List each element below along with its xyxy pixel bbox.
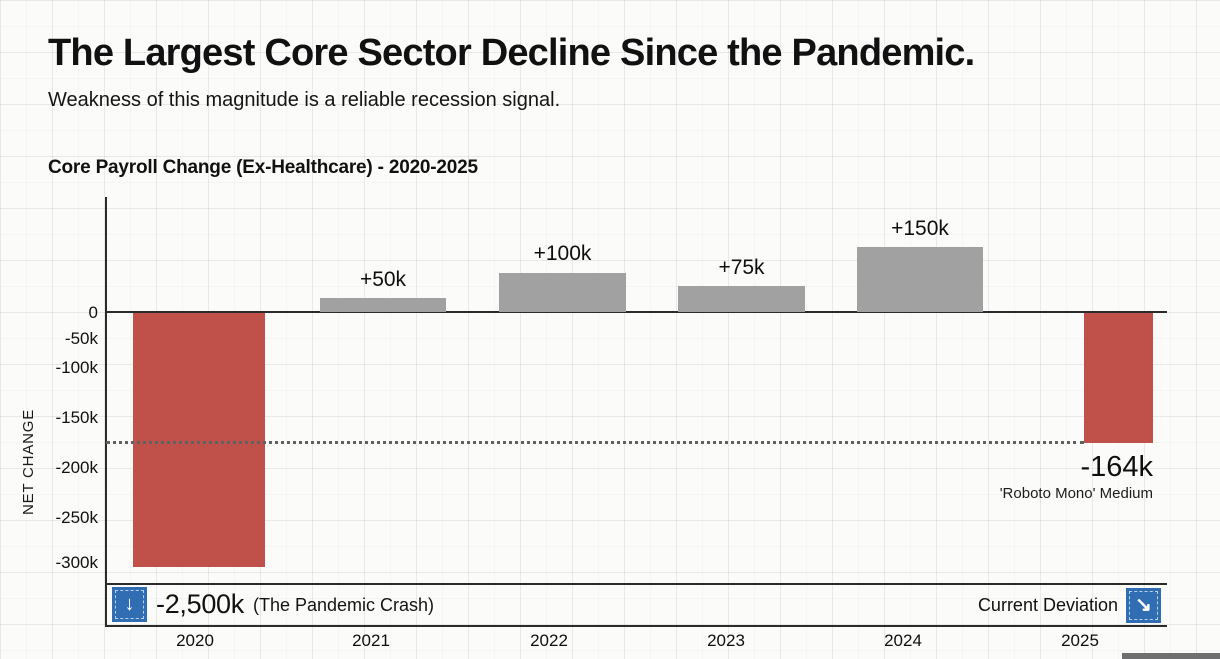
arrow-down-right-glyph: ↘: [1135, 594, 1152, 616]
horizontal-scrollbar-thumb[interactable]: [1122, 653, 1220, 659]
font-annotation-note: 'Roboto Mono' Medium: [999, 485, 1153, 502]
y-tick-neg50k: -50k: [64, 329, 98, 348]
chart-bottom-border: [105, 625, 1167, 627]
page-title: The Largest Core Sector Decline Since th…: [48, 32, 975, 74]
current-deviation-label: Current Deviation: [977, 594, 1118, 615]
footer-divider-line: [106, 583, 1167, 585]
y-tick-neg100k: -100k: [55, 358, 98, 377]
bar-value-label-2023: +75k: [718, 256, 765, 279]
bar-2023: [678, 286, 805, 312]
bar-2025-current: [1084, 313, 1153, 443]
arrow-down-icon: ↓: [112, 586, 147, 622]
bar-2020-pandemic-crash: [133, 313, 265, 567]
x-tick-2025: 2025: [1061, 631, 1099, 650]
y-axis-line: [105, 197, 107, 627]
page-subtitle: Weakness of this magnitude is a reliable…: [48, 89, 561, 111]
x-tick-2023: 2023: [707, 631, 745, 650]
x-tick-2020: 2020: [176, 631, 214, 650]
bar-value-label-2022: +100k: [533, 242, 592, 265]
y-tick-neg300k: -300k: [55, 553, 98, 572]
bar-value-label-2021: +50k: [359, 268, 407, 291]
y-tick-neg250k: -250k: [55, 508, 98, 527]
crash-value-label: -2,500k: [156, 588, 244, 619]
x-tick-2022: 2022: [530, 631, 568, 650]
bar-2021: [320, 298, 446, 312]
x-tick-2024: 2024: [884, 631, 922, 650]
y-tick-neg150k: -150k: [55, 408, 98, 427]
y-tick-neg200k: -200k: [55, 458, 98, 477]
arrow-down-right-icon: ↘: [1126, 587, 1161, 623]
bar-value-label-2024: +150k: [891, 217, 949, 240]
arrow-down-glyph: ↓: [124, 593, 135, 615]
deviation-reference-line: [106, 441, 1084, 444]
zero-baseline: [105, 311, 1167, 313]
chart-title: Core Payroll Change (Ex-Healthcare) - 20…: [48, 157, 478, 178]
pandemic-crash-annotation: ↓ -2,500k (The Pandemic Crash): [112, 585, 434, 623]
x-tick-2021: 2021: [352, 631, 390, 650]
bar-2022: [499, 273, 626, 312]
bar-value-label-2025: -164k: [1080, 451, 1153, 483]
current-deviation-annotation: Current Deviation ↘: [978, 587, 1161, 623]
y-tick-0: 0: [88, 303, 98, 322]
crash-note-label: (The Pandemic Crash): [252, 595, 435, 615]
bar-2024: [857, 247, 983, 312]
